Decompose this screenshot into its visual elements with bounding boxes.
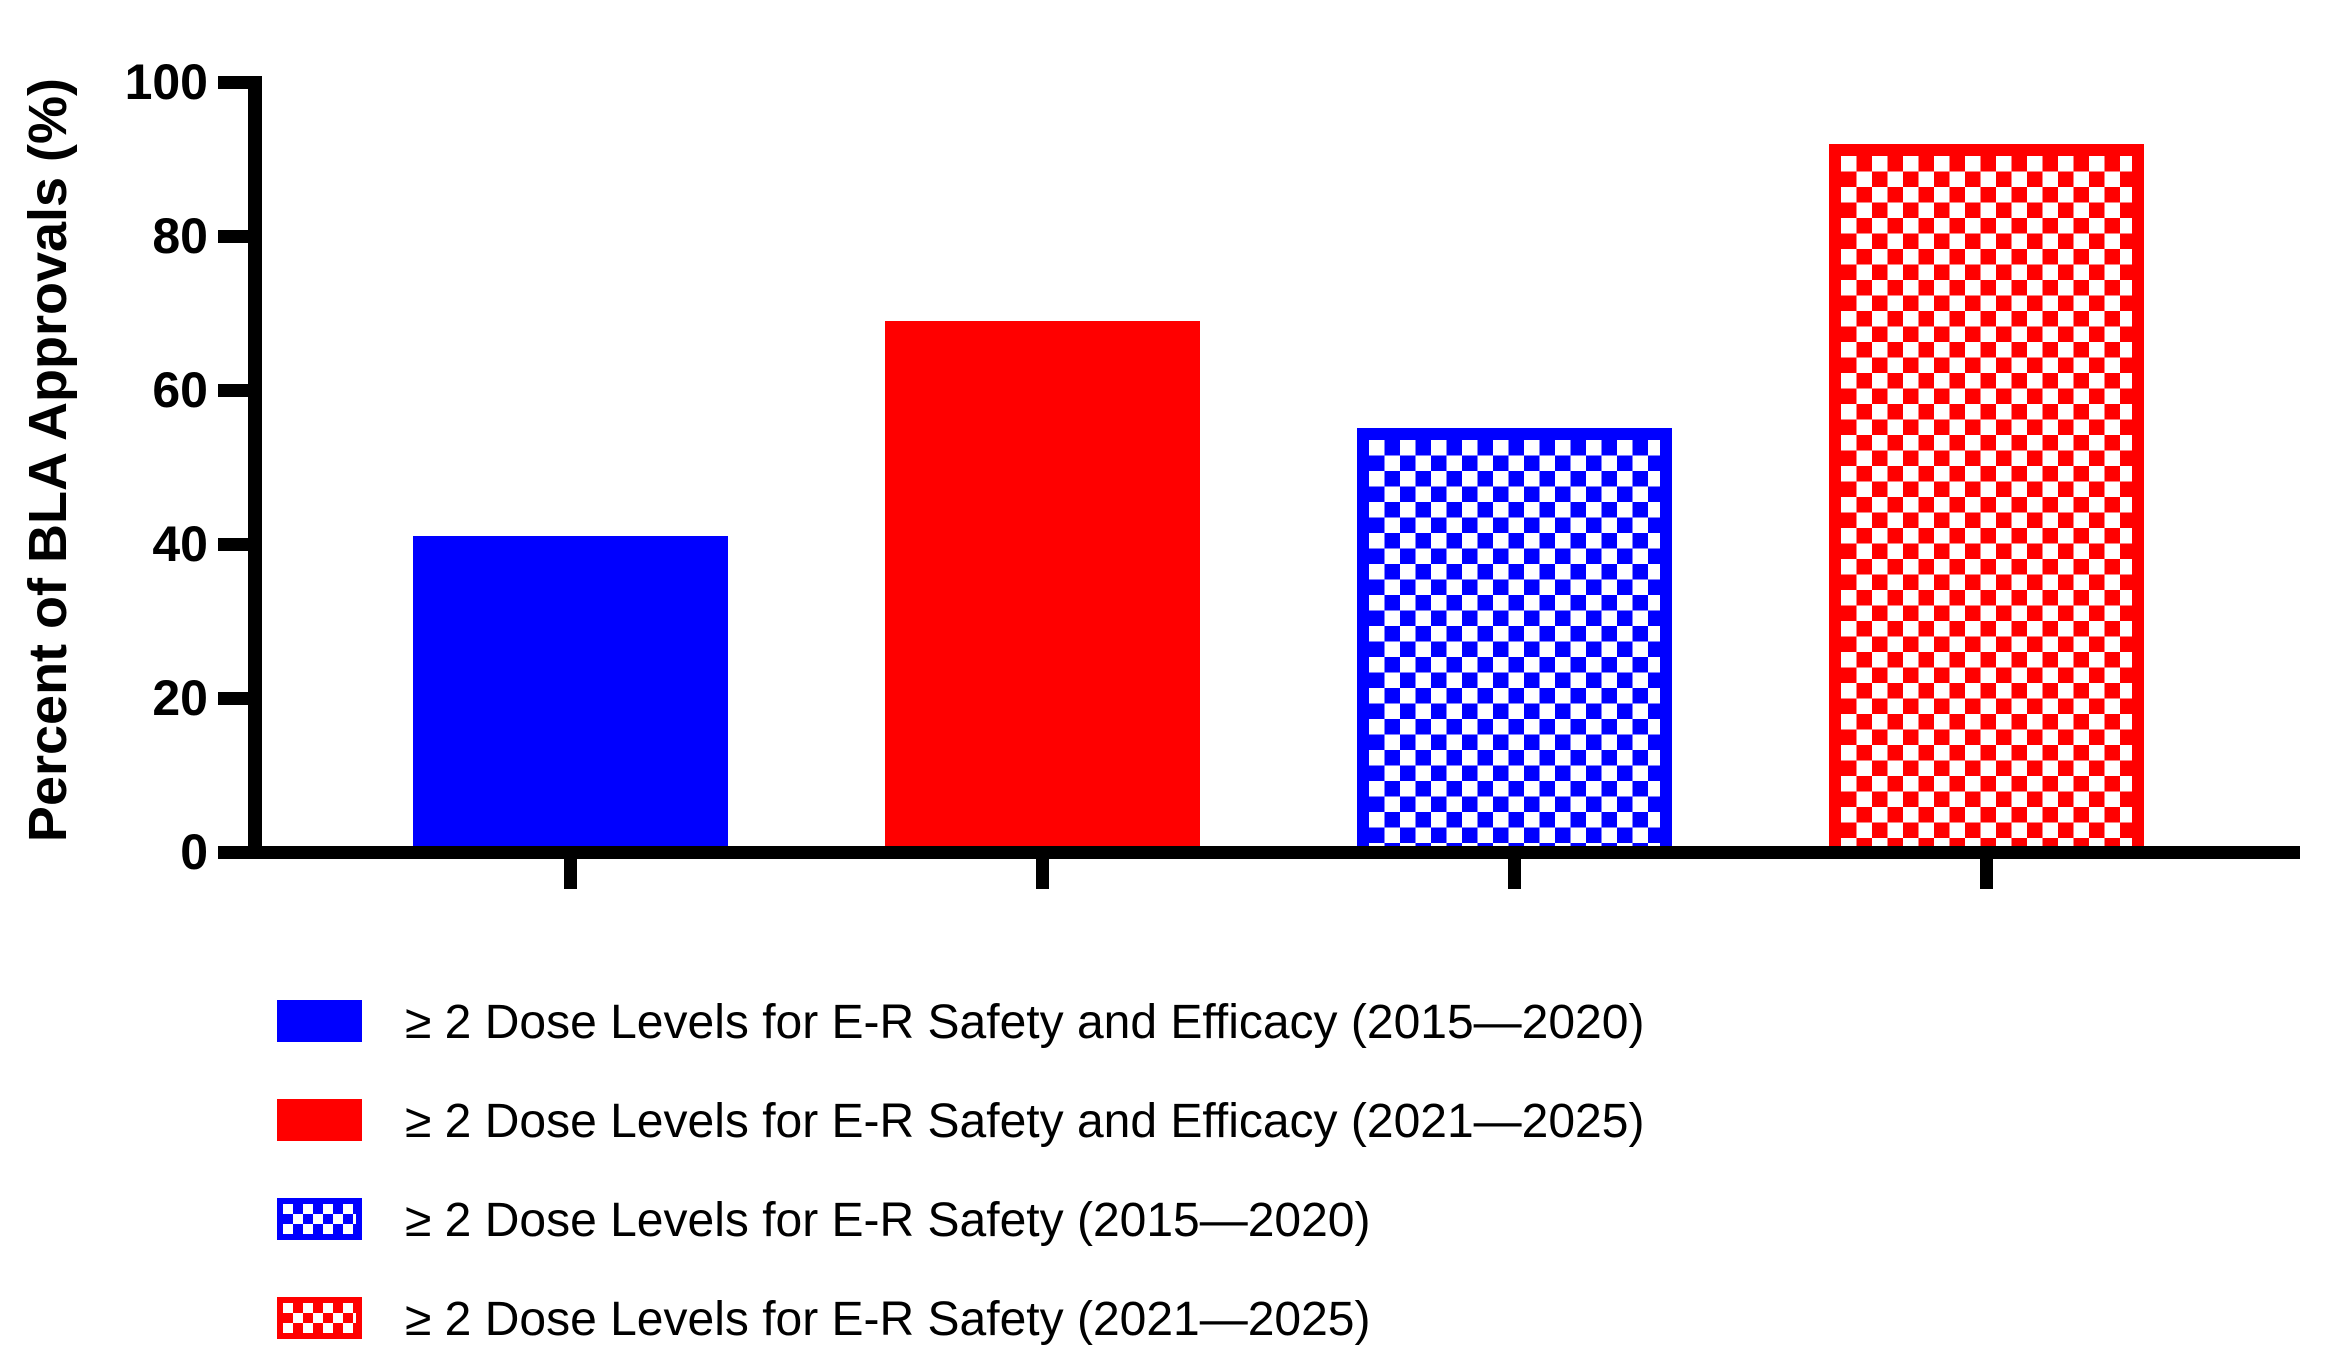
legend-label-2: ≥ 2 Dose Levels for E-R Safety and Effic… <box>405 1095 1645 1148</box>
x-tick <box>1508 859 1521 889</box>
legend-label-4: ≥ 2 Dose Levels for E-R Safety (2021—202… <box>405 1293 1371 1346</box>
y-tick <box>218 692 248 705</box>
legend-label-3: ≥ 2 Dose Levels for E-R Safety (2015—202… <box>405 1194 1371 1247</box>
y-tick-label: 80 <box>152 208 208 264</box>
y-tick-label: 100 <box>124 54 208 110</box>
y-tick <box>218 230 248 243</box>
bar-4 <box>1828 144 2144 852</box>
x-tick <box>564 859 577 889</box>
y-tick <box>218 846 248 859</box>
y-tick <box>218 538 248 551</box>
y-tick <box>218 76 248 89</box>
x-tick <box>1980 859 1993 889</box>
legend-swatch-4 <box>277 1297 362 1339</box>
bar-1 <box>412 536 728 852</box>
y-tick-label: 20 <box>152 670 208 726</box>
legend-swatch-3 <box>277 1198 362 1240</box>
y-tick <box>218 384 248 397</box>
legend-swatch-2 <box>277 1099 362 1141</box>
y-tick-label: 0 <box>180 824 208 880</box>
y-tick-label: 60 <box>152 362 208 418</box>
bar-3 <box>1356 428 1672 852</box>
x-tick <box>1036 859 1049 889</box>
x-axis-line <box>225 846 2300 859</box>
bar-2 <box>884 321 1200 852</box>
legend-swatch-1 <box>277 1000 362 1042</box>
y-tick-label: 40 <box>152 516 208 572</box>
y-axis-line <box>248 76 262 859</box>
legend-label-1: ≥ 2 Dose Levels for E-R Safety and Effic… <box>405 996 1645 1049</box>
